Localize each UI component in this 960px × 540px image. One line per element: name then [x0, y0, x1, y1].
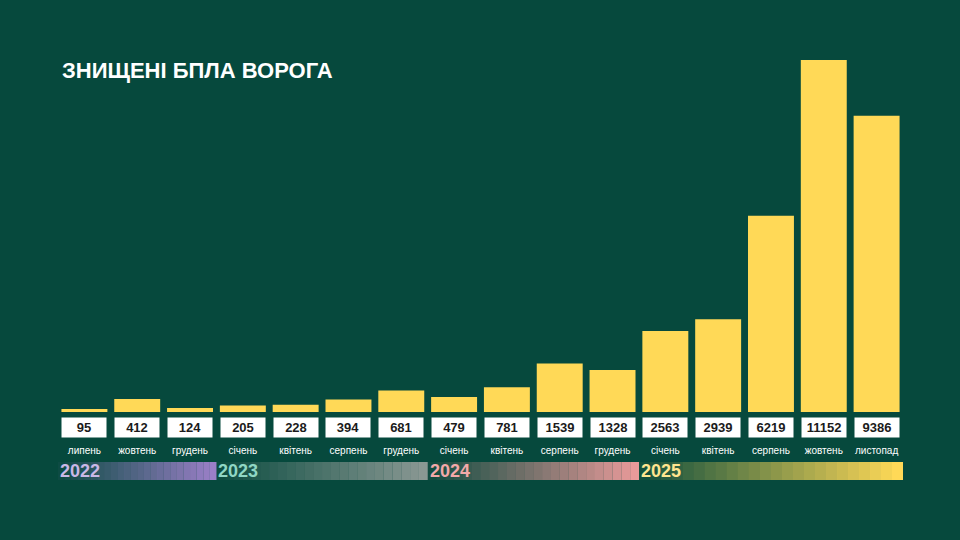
- svg-text:серпень: серпень: [541, 445, 579, 456]
- svg-text:95: 95: [77, 420, 91, 435]
- svg-text:жовтень: жовтень: [805, 445, 843, 456]
- svg-text:11152: 11152: [807, 420, 842, 435]
- svg-text:681: 681: [390, 420, 412, 435]
- svg-text:1539: 1539: [546, 420, 575, 435]
- svg-text:394: 394: [337, 420, 359, 435]
- svg-text:серпень: серпень: [330, 445, 368, 456]
- svg-text:205: 205: [232, 420, 254, 435]
- svg-text:124: 124: [179, 420, 201, 435]
- svg-text:412: 412: [126, 420, 148, 435]
- svg-text:479: 479: [443, 420, 465, 435]
- svg-text:грудень: грудень: [383, 445, 419, 456]
- svg-text:2024: 2024: [430, 461, 470, 481]
- svg-text:2025: 2025: [641, 461, 681, 481]
- svg-text:квітень: квітень: [279, 445, 312, 456]
- svg-text:2022: 2022: [60, 461, 100, 481]
- svg-text:січень: січень: [651, 445, 680, 456]
- svg-text:листопад: листопад: [855, 445, 898, 456]
- svg-text:6219: 6219: [757, 420, 786, 435]
- svg-text:грудень: грудень: [595, 445, 631, 456]
- svg-text:ЗНИЩЕНІ БПЛА ВОРОГА: ЗНИЩЕНІ БПЛА ВОРОГА: [62, 58, 333, 83]
- svg-text:липень: липень: [68, 445, 101, 456]
- svg-text:2023: 2023: [218, 461, 258, 481]
- svg-text:грудень: грудень: [172, 445, 208, 456]
- svg-text:228: 228: [285, 420, 307, 435]
- svg-text:жовтень: жовтень: [118, 445, 156, 456]
- svg-text:781: 781: [496, 420, 518, 435]
- svg-text:9386: 9386: [863, 420, 892, 435]
- svg-text:серпень: серпень: [752, 445, 790, 456]
- svg-text:1328: 1328: [599, 420, 628, 435]
- svg-text:квітень: квітень: [491, 445, 524, 456]
- svg-text:січень: січень: [440, 445, 469, 456]
- svg-text:квітень: квітень: [702, 445, 735, 456]
- svg-text:2939: 2939: [704, 420, 733, 435]
- svg-text:2563: 2563: [651, 420, 680, 435]
- svg-text:січень: січень: [228, 445, 257, 456]
